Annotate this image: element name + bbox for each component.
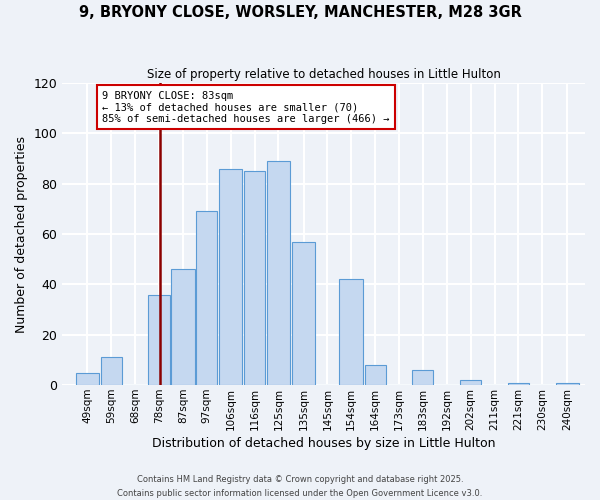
Bar: [340, 280, 363, 385]
Bar: [196, 212, 217, 385]
Text: 9 BRYONY CLOSE: 83sqm
← 13% of detached houses are smaller (70)
85% of semi-deta: 9 BRYONY CLOSE: 83sqm ← 13% of detached …: [103, 90, 390, 124]
Bar: [412, 370, 433, 385]
Bar: [101, 358, 122, 385]
Bar: [244, 171, 265, 385]
Title: Size of property relative to detached houses in Little Hulton: Size of property relative to detached ho…: [147, 68, 500, 80]
Bar: [460, 380, 481, 385]
Bar: [556, 382, 579, 385]
Y-axis label: Number of detached properties: Number of detached properties: [15, 136, 28, 332]
Bar: [76, 372, 99, 385]
Bar: [171, 270, 195, 385]
Text: 9, BRYONY CLOSE, WORSLEY, MANCHESTER, M28 3GR: 9, BRYONY CLOSE, WORSLEY, MANCHESTER, M2…: [79, 5, 521, 20]
Bar: [148, 294, 170, 385]
Bar: [266, 161, 290, 385]
Bar: [508, 382, 529, 385]
Bar: [365, 365, 386, 385]
Text: Contains HM Land Registry data © Crown copyright and database right 2025.
Contai: Contains HM Land Registry data © Crown c…: [118, 476, 482, 498]
X-axis label: Distribution of detached houses by size in Little Hulton: Distribution of detached houses by size …: [152, 437, 496, 450]
Bar: [292, 242, 316, 385]
Bar: [219, 168, 242, 385]
